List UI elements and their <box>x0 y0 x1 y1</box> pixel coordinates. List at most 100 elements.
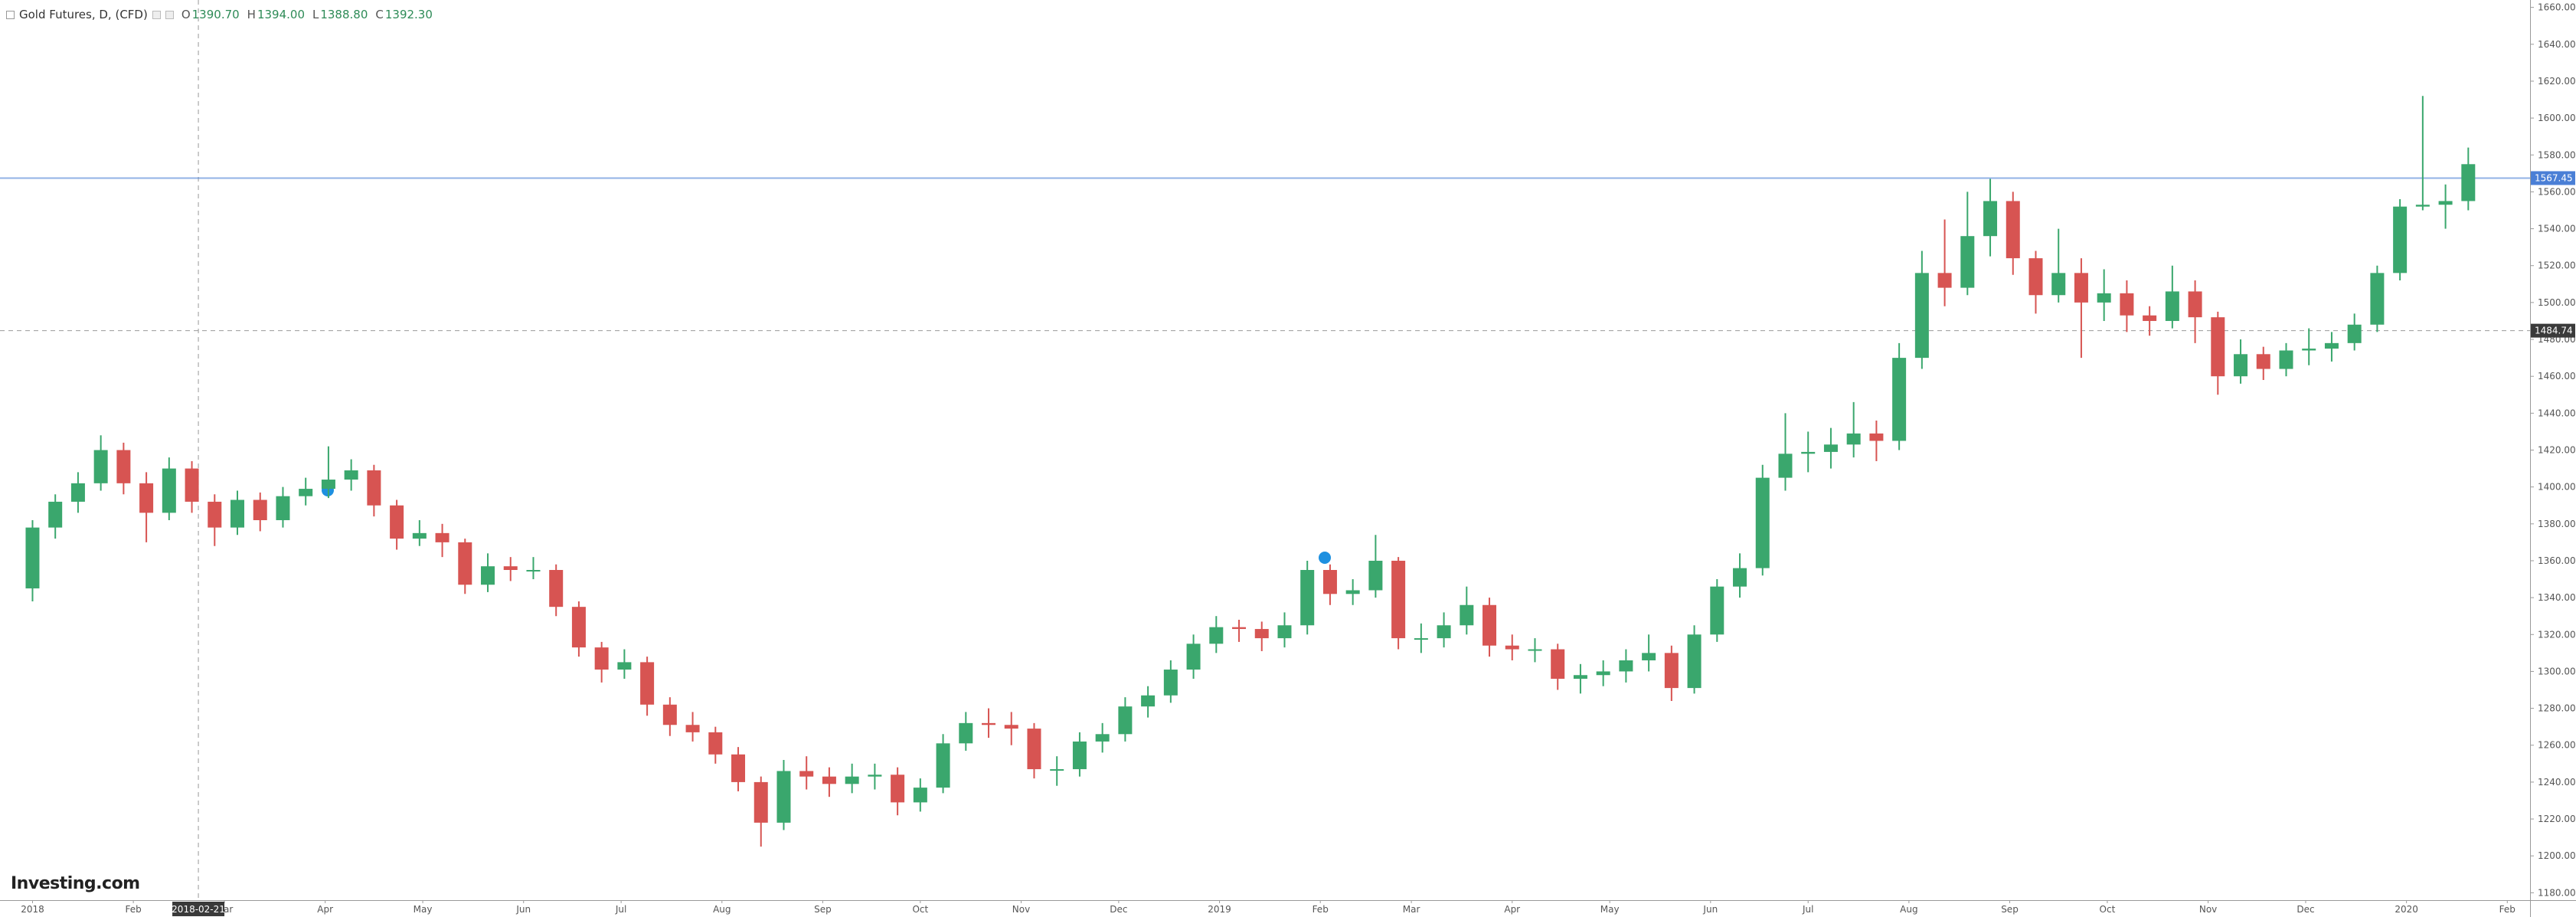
candle-body <box>435 532 449 542</box>
candle-body <box>1755 477 1770 568</box>
collapse-icon[interactable] <box>6 10 15 19</box>
candle-body <box>2393 206 2408 273</box>
x-tick-label: Aug <box>1900 904 1917 915</box>
chart-title: Gold Futures, D, (CFD) <box>19 8 148 21</box>
x-tick-label: May <box>1600 904 1620 915</box>
y-tick-label: 1580.00 <box>2538 149 2576 160</box>
candle-body <box>1505 645 1519 650</box>
candle-body <box>1437 625 1451 639</box>
candle-body <box>1846 433 1861 445</box>
candle-body <box>2438 201 2453 205</box>
x-tick-label: Nov <box>1012 904 1030 915</box>
candle-body <box>1141 695 1156 707</box>
candle-body <box>2324 342 2339 349</box>
x-tick-label: Jun <box>1702 904 1718 915</box>
candle-body <box>321 480 335 490</box>
candle-body <box>1232 627 1247 630</box>
candle-body <box>2051 273 2066 296</box>
candle-body <box>1937 273 1952 288</box>
candle-body <box>390 505 404 539</box>
candle-body <box>1118 706 1133 735</box>
x-tick-label: 2018 <box>21 904 44 915</box>
candle-body <box>230 499 245 528</box>
candle-body <box>70 483 85 502</box>
y-tick-label: 1240.00 <box>2538 777 2576 788</box>
x-tick-label: Nov <box>2199 904 2217 915</box>
candle-body <box>1664 653 1679 689</box>
x-tick-label: 2019 <box>1208 904 1231 915</box>
x-tick-label: Apr <box>317 904 333 915</box>
candle-body <box>549 570 564 608</box>
x-tick-label: Dec <box>2296 904 2314 915</box>
y-tick-label: 1320.00 <box>2538 629 2576 640</box>
y-tick-label: 1500.00 <box>2538 297 2576 308</box>
candle-body <box>2347 324 2362 343</box>
crosshair-price-label: 1484.74 <box>2535 326 2573 336</box>
y-tick-label: 1460.00 <box>2538 371 2576 382</box>
candle-body <box>1483 604 1497 646</box>
candle-body <box>891 775 905 803</box>
candle-body <box>982 722 996 725</box>
x-tick-label: Dec <box>1110 904 1127 915</box>
candle-body <box>1573 675 1587 680</box>
candle-body <box>48 501 63 528</box>
candle-body <box>2143 315 2157 321</box>
candle-body <box>367 470 381 506</box>
candle-body <box>412 532 427 539</box>
close-icon[interactable] <box>165 10 174 19</box>
y-tick-label: 1420.00 <box>2538 445 2576 456</box>
y-tick-label: 1300.00 <box>2538 666 2576 676</box>
candle-body <box>1391 560 1406 639</box>
candle-body <box>25 527 40 589</box>
x-tick-label: Jul <box>615 904 626 915</box>
ohlc-label: C <box>375 8 384 21</box>
candle-body <box>1186 644 1201 670</box>
candle-body <box>1778 454 1793 478</box>
candle-body <box>799 771 814 777</box>
candle-body <box>1733 568 1747 587</box>
candle-body <box>2279 350 2293 369</box>
candle-body <box>344 470 358 480</box>
y-tick-label: 1280.00 <box>2538 703 2576 714</box>
event-pin <box>1319 552 1331 564</box>
crosshair-price-label-box <box>2531 323 2575 338</box>
x-tick-label: Aug <box>713 904 731 915</box>
y-tick-label: 1640.00 <box>2538 39 2576 50</box>
candle-body <box>1254 629 1269 639</box>
x-tick-label: Feb <box>125 904 141 915</box>
candle-body <box>162 468 176 513</box>
candle-body <box>276 496 290 520</box>
candle-body <box>708 732 723 755</box>
candle-body <box>617 662 632 670</box>
candle-body <box>913 788 927 803</box>
candle-body <box>2028 258 2043 296</box>
candle-body <box>2006 201 2020 259</box>
candle-body <box>1869 433 1884 441</box>
y-tick-label: 1260.00 <box>2538 740 2576 751</box>
candle-body <box>1892 358 1907 441</box>
candle-body <box>1277 625 1292 639</box>
ohlc-label: O <box>181 8 191 21</box>
candle-body <box>1027 729 1041 770</box>
chart-header: Gold Futures, D, (CFD) O 1390.70 H 1394.00 L… <box>6 8 433 21</box>
x-tick-label: 2020 <box>2395 904 2418 915</box>
ohlc-legend: O 1390.70 H 1394.00 L 1388.80 C 1392.30 <box>174 8 433 21</box>
candle-body <box>526 570 541 572</box>
y-tick-label: 1380.00 <box>2538 519 2576 529</box>
settings-icon[interactable] <box>152 10 161 19</box>
candle-body <box>1300 570 1315 626</box>
x-tick-label: Jun <box>515 904 531 915</box>
candle-body <box>1209 627 1224 644</box>
x-tick-label: Jul <box>1802 904 1813 915</box>
x-tick-label: Sep <box>2001 904 2019 915</box>
ohlc-value: 1392.30 <box>384 8 433 21</box>
candle-body <box>1368 560 1383 591</box>
candle-body <box>1801 451 1816 454</box>
x-tick-label: Mar <box>1403 904 1420 915</box>
candle-body <box>2461 164 2476 201</box>
candle-body <box>1460 604 1474 626</box>
ohlc-label: H <box>247 8 256 21</box>
candle-body <box>936 743 950 788</box>
